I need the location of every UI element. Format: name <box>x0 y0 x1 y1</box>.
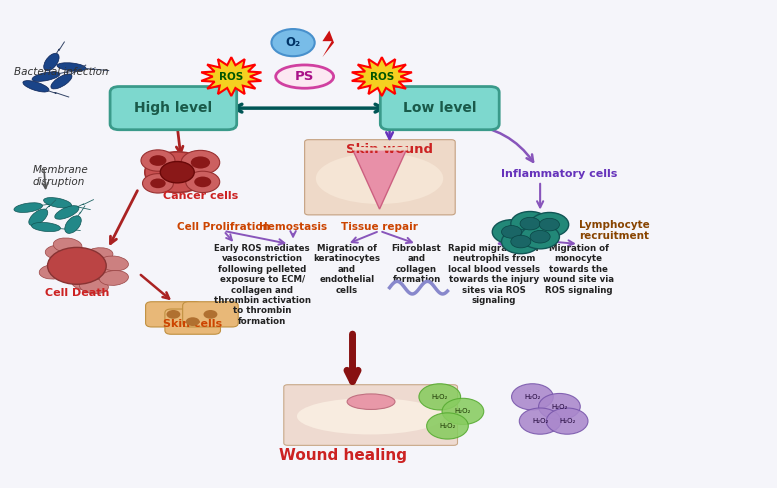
Circle shape <box>501 229 540 254</box>
Text: H₂O₂: H₂O₂ <box>431 394 448 400</box>
Ellipse shape <box>46 244 75 260</box>
Ellipse shape <box>32 72 60 81</box>
Text: Cancer cells: Cancer cells <box>163 191 238 201</box>
Circle shape <box>530 212 569 237</box>
Ellipse shape <box>347 394 395 409</box>
FancyBboxPatch shape <box>183 302 239 327</box>
Ellipse shape <box>23 81 49 92</box>
Ellipse shape <box>276 65 333 88</box>
Circle shape <box>141 150 175 171</box>
Polygon shape <box>322 31 334 57</box>
Circle shape <box>145 152 210 193</box>
Text: Lymphocyte
recruitment: Lymphocyte recruitment <box>579 220 650 241</box>
Circle shape <box>150 179 166 188</box>
Text: H₂O₂: H₂O₂ <box>439 423 455 429</box>
Circle shape <box>539 218 559 231</box>
Ellipse shape <box>297 398 444 434</box>
Ellipse shape <box>53 238 82 253</box>
Text: Tissue repair: Tissue repair <box>341 222 418 232</box>
Circle shape <box>149 155 166 166</box>
PathPatch shape <box>353 149 406 209</box>
Ellipse shape <box>57 63 86 71</box>
Circle shape <box>194 177 211 187</box>
Circle shape <box>166 310 180 319</box>
Ellipse shape <box>44 53 59 71</box>
Text: ROS: ROS <box>370 72 394 81</box>
Ellipse shape <box>100 256 128 271</box>
Text: H₂O₂: H₂O₂ <box>559 418 575 424</box>
Text: Migration of
keratinocytes
and
endothelial
cells: Migration of keratinocytes and endotheli… <box>314 244 381 295</box>
Circle shape <box>204 310 218 319</box>
Ellipse shape <box>29 209 47 225</box>
Text: Skin wound: Skin wound <box>346 143 433 156</box>
Circle shape <box>181 150 220 175</box>
Circle shape <box>510 211 549 236</box>
Text: Cell Death: Cell Death <box>45 287 109 298</box>
Polygon shape <box>352 57 412 96</box>
Text: High level: High level <box>134 101 212 115</box>
Circle shape <box>186 317 200 326</box>
Text: Early ROS mediates
vasoconstriction
following pelleted
exposure to ECM/
collagen: Early ROS mediates vasoconstriction foll… <box>214 244 311 326</box>
Circle shape <box>191 157 210 168</box>
Circle shape <box>519 408 561 434</box>
Text: Low level: Low level <box>403 101 476 115</box>
FancyBboxPatch shape <box>380 86 499 130</box>
Circle shape <box>427 413 469 439</box>
FancyBboxPatch shape <box>145 302 201 327</box>
Circle shape <box>160 162 194 183</box>
Ellipse shape <box>54 205 79 219</box>
Circle shape <box>521 224 559 249</box>
Text: O₂: O₂ <box>285 36 301 49</box>
Ellipse shape <box>14 203 43 212</box>
Ellipse shape <box>44 198 71 208</box>
Circle shape <box>186 171 220 193</box>
Ellipse shape <box>79 279 109 293</box>
Ellipse shape <box>39 264 68 279</box>
Circle shape <box>47 247 106 285</box>
Ellipse shape <box>89 267 119 282</box>
Circle shape <box>511 384 553 410</box>
Text: Fibroblast
and
collagen
formation: Fibroblast and collagen formation <box>392 244 441 284</box>
Circle shape <box>538 393 580 420</box>
Text: Inflammatory cells: Inflammatory cells <box>501 169 618 179</box>
Text: H₂O₂: H₂O₂ <box>532 418 549 424</box>
Circle shape <box>546 408 588 434</box>
Text: Rapid migration of
neutrophils from
local blood vessels
towards the injury
sites: Rapid migration of neutrophils from loca… <box>448 244 540 305</box>
FancyBboxPatch shape <box>305 140 455 215</box>
Text: PS: PS <box>295 70 315 83</box>
Text: H₂O₂: H₂O₂ <box>455 408 471 414</box>
Ellipse shape <box>71 276 101 290</box>
Circle shape <box>530 230 550 243</box>
Text: Wound healing: Wound healing <box>279 447 407 463</box>
Circle shape <box>501 225 521 238</box>
Ellipse shape <box>32 223 61 232</box>
Text: Migration of
monocyte
towards the
wound site via
ROS signaling: Migration of monocyte towards the wound … <box>543 244 615 295</box>
Ellipse shape <box>99 270 128 285</box>
Text: H₂O₂: H₂O₂ <box>551 404 568 409</box>
Text: Hemostasis: Hemostasis <box>259 222 327 232</box>
Circle shape <box>142 174 173 193</box>
Ellipse shape <box>64 216 82 233</box>
Text: Bacterial infection: Bacterial infection <box>14 67 109 77</box>
Circle shape <box>493 220 531 244</box>
Text: H₂O₂: H₂O₂ <box>524 394 541 400</box>
Circle shape <box>271 29 315 56</box>
Text: Cell Prolifration: Cell Prolifration <box>177 222 270 232</box>
Text: Membrane
disruption: Membrane disruption <box>33 165 89 187</box>
Ellipse shape <box>63 258 91 273</box>
Text: Skin cells: Skin cells <box>163 319 222 329</box>
Polygon shape <box>201 57 261 96</box>
Circle shape <box>520 217 540 230</box>
Ellipse shape <box>84 248 113 263</box>
FancyBboxPatch shape <box>165 309 221 334</box>
FancyBboxPatch shape <box>110 86 237 130</box>
FancyBboxPatch shape <box>284 385 458 446</box>
Ellipse shape <box>51 74 72 89</box>
Circle shape <box>442 398 484 425</box>
Text: ROS: ROS <box>219 72 243 81</box>
Circle shape <box>510 235 531 248</box>
Circle shape <box>419 384 461 410</box>
Ellipse shape <box>315 153 443 204</box>
